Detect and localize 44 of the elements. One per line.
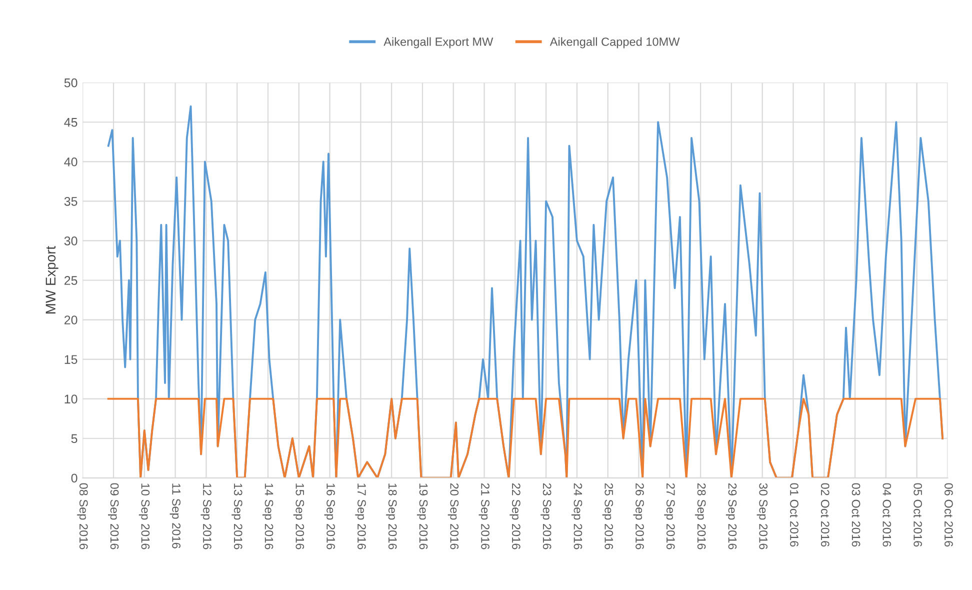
x-tick-label: 03 Oct 2016 xyxy=(852,483,860,547)
x-tick-label: 24 Sep 2016 xyxy=(571,483,582,550)
x-tick-label: 29 Sep 2016 xyxy=(726,483,737,550)
x-tick-label: 02 Oct 2016 xyxy=(820,483,830,547)
y-tick-label: 15 xyxy=(64,355,78,364)
x-tick-label: 30 Sep 2016 xyxy=(756,483,768,550)
x-tick-label: 20 Sep 2016 xyxy=(448,483,459,550)
x-tick-label: 26 Sep 2016 xyxy=(633,483,644,550)
y-tick-label: 50 xyxy=(64,78,78,88)
x-tick-label: 28 Sep 2016 xyxy=(695,483,706,550)
x-tick-label: 09 Sep 2016 xyxy=(108,483,119,550)
x-tick-label: 01 Oct 2016 xyxy=(790,483,798,547)
y-tick-label: 10 xyxy=(64,394,78,404)
x-tick-label: 13 Sep 2016 xyxy=(232,484,242,550)
line-series xyxy=(107,398,944,478)
x-tick-label: 06 Oct 2016 xyxy=(944,483,953,547)
x-tick-label: 14 Sep 2016 xyxy=(262,484,274,550)
x-tick-label: 27 Sep 2016 xyxy=(664,483,675,550)
x-tick-label: 18 Sep 2016 xyxy=(386,484,397,550)
x-tick-label: 23 Sep 2016 xyxy=(540,483,552,550)
y-tick-label: 35 xyxy=(64,196,78,206)
legend-label: Aikengall Capped 10MW xyxy=(550,37,680,48)
x-tick-label: 12 Sep 2016 xyxy=(200,484,212,550)
y-tick-label: 45 xyxy=(64,118,78,127)
x-tick-label: 17 Sep 2016 xyxy=(355,484,366,550)
x-tick-label: 21 Sep 2016 xyxy=(478,483,490,550)
y-tick-label: 30 xyxy=(64,236,78,246)
x-tick-label: 22 Sep 2016 xyxy=(510,483,520,550)
y-tick-label: 0 xyxy=(71,474,78,483)
x-tick-label: 10 Sep 2016 xyxy=(138,484,150,550)
y-tick-label: 25 xyxy=(64,276,78,285)
x-tick-label: 25 Sep 2016 xyxy=(602,483,614,550)
x-tick-label: 11 Sep 2016 xyxy=(170,484,180,548)
x-tick-label: 15 Sep 2016 xyxy=(293,484,304,550)
x-tick-label: 04 Oct 2016 xyxy=(882,483,892,547)
x-tick-label: 05 Oct 2016 xyxy=(914,483,922,547)
y-tick-label: 5 xyxy=(71,434,78,444)
x-tick-label: 16 Sep 2016 xyxy=(324,484,335,550)
x-tick-label: 08 Sep 2016 xyxy=(77,483,88,550)
y-axis-title: MW Export xyxy=(46,246,58,314)
x-tick-label: 19 Sep 2016 xyxy=(416,484,428,550)
y-tick-label: 20 xyxy=(64,316,78,324)
y-tick-label: 40 xyxy=(64,157,78,166)
legend-label: Aikengall Export MW xyxy=(384,37,494,48)
